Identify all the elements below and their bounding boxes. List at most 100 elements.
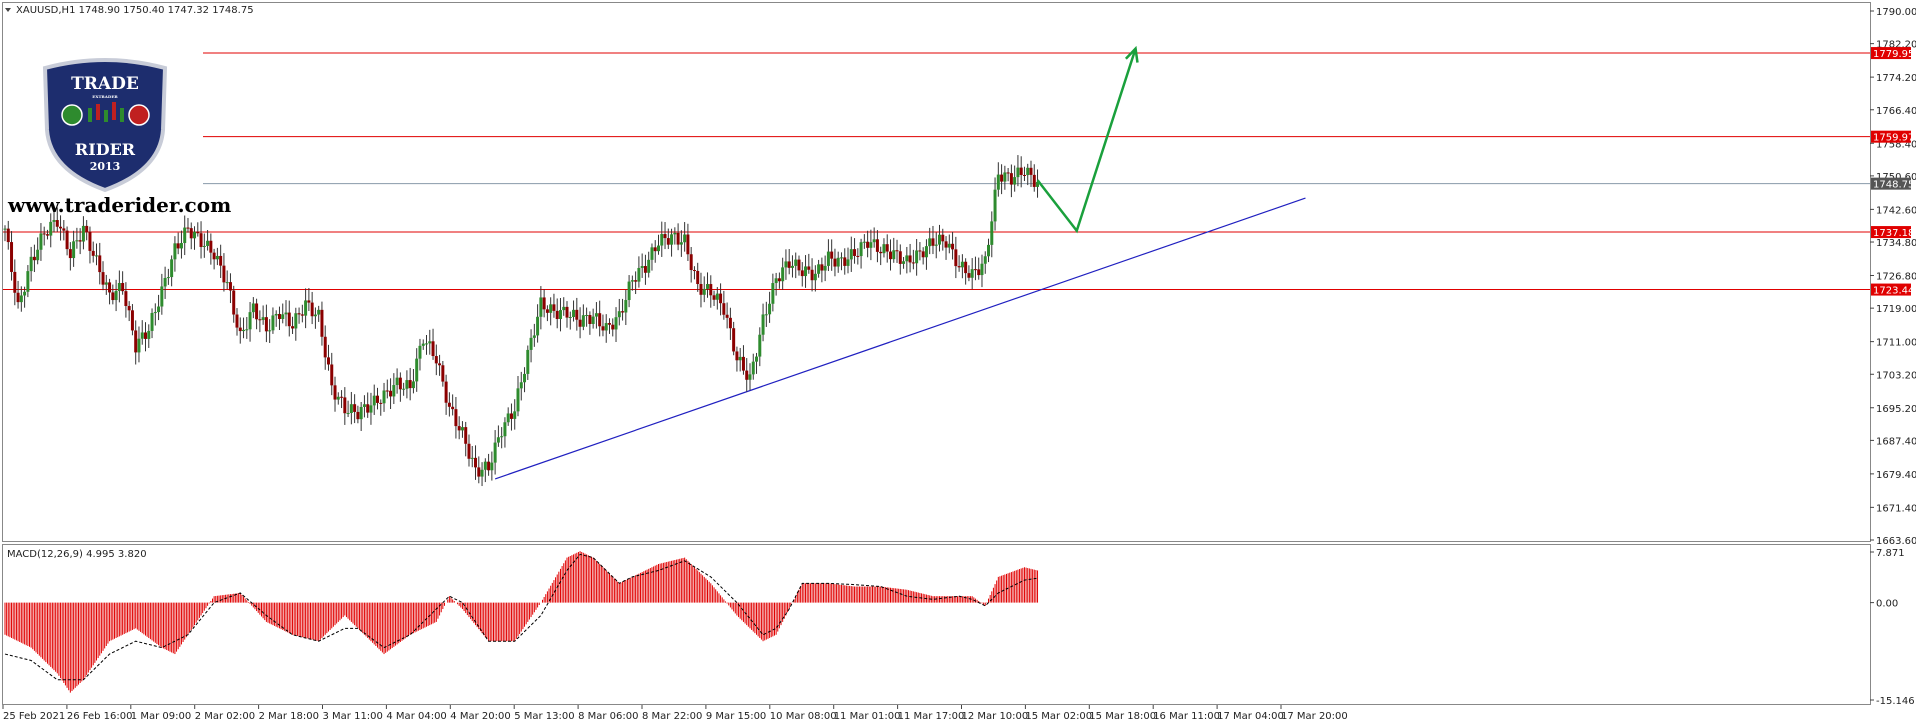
candle-body: [219, 255, 223, 266]
candle-body: [464, 427, 468, 444]
candle-body: [715, 293, 719, 300]
price-tick-label: 1774.20: [1876, 73, 1916, 84]
time-tick-label: 15 Mar 18:00: [1089, 711, 1156, 722]
candle-body: [336, 396, 340, 400]
candle-body: [856, 255, 860, 257]
candle-body: [947, 243, 951, 248]
candle-body: [601, 326, 605, 331]
price-tick-label: 1734.80: [1876, 238, 1916, 249]
candle-body: [751, 361, 755, 375]
candle-body: [104, 282, 108, 285]
time-tick-label: 8 Mar 06:00: [578, 711, 638, 722]
candle-body: [1036, 181, 1040, 187]
candle-body: [72, 241, 76, 259]
candle-body: [212, 252, 216, 260]
price-tick-label: 1766.40: [1876, 106, 1916, 117]
macd-tick-label: -15.146: [1876, 696, 1915, 707]
candle-body: [26, 271, 30, 292]
candle-body: [928, 238, 932, 247]
candle-body: [36, 249, 40, 261]
candle-body: [405, 380, 409, 389]
candle-body: [875, 239, 879, 252]
price-tick-label: 1663.60: [1876, 536, 1916, 547]
candle-body: [261, 317, 265, 321]
candle-body: [725, 314, 729, 318]
candle-body: [268, 330, 272, 332]
candle-body: [869, 242, 873, 248]
candle-body: [516, 388, 520, 412]
trendline: [494, 197, 1306, 480]
candle-body: [10, 242, 14, 272]
chart-menu-triangle-icon[interactable]: [5, 8, 11, 12]
price-tick-label: 1750.60: [1876, 172, 1916, 183]
candle-body: [287, 312, 291, 327]
candle-body: [444, 381, 448, 403]
candle-body: [699, 284, 703, 295]
candle-body: [166, 277, 170, 279]
candle-body: [238, 327, 242, 332]
candle-body: [196, 231, 200, 234]
candle-body: [6, 228, 10, 243]
candle-body: [794, 259, 798, 266]
candle-body: [692, 270, 696, 272]
candle-body: [738, 356, 742, 361]
candle-body: [938, 234, 942, 245]
candle-body: [176, 243, 180, 249]
candle-body: [941, 234, 945, 242]
candle-body: [967, 273, 971, 278]
candle-body: [160, 286, 164, 307]
level-price-badge: [1871, 47, 1911, 60]
candle-body: [385, 390, 389, 392]
candle-body: [764, 314, 768, 316]
candle-body: [62, 228, 66, 231]
candle-body: [585, 315, 589, 317]
candle-body: [689, 254, 693, 271]
candle-body: [800, 270, 804, 277]
candle-body: [996, 174, 1000, 190]
candle-body: [924, 246, 928, 258]
candle-body: [493, 442, 497, 463]
candle-body: [153, 312, 157, 314]
candle-body: [741, 356, 745, 371]
candle-body: [781, 267, 785, 282]
candle-body: [506, 413, 510, 423]
price-tick-label: 1782.20: [1876, 40, 1916, 51]
candle-body: [108, 282, 112, 293]
candle-body: [1016, 167, 1020, 178]
candle-body: [722, 303, 726, 315]
candle-body: [908, 255, 912, 263]
level-price-badge: [1871, 226, 1911, 239]
candle-body: [774, 278, 778, 284]
candle-body: [284, 312, 288, 315]
candle-body: [934, 244, 938, 246]
website-text: www.traderider.com: [7, 193, 231, 217]
candle-body: [866, 241, 870, 248]
candle-body: [542, 297, 546, 310]
candle-body: [189, 228, 193, 239]
candle-body: [111, 292, 115, 301]
candle-body: [846, 259, 850, 266]
level-price-text: 1759.97: [1873, 133, 1914, 144]
candle-body: [604, 323, 608, 331]
time-tick-label: 17 Mar 04:00: [1217, 711, 1284, 722]
candle-body: [398, 377, 402, 390]
candle-body: [307, 300, 311, 303]
candle-body: [235, 314, 239, 328]
candle-body: [454, 409, 458, 427]
candle-body: [202, 245, 206, 247]
candle-body: [993, 189, 997, 222]
candle-body: [519, 382, 523, 389]
candle-body: [173, 243, 177, 260]
candle-body: [124, 291, 128, 306]
candle-body: [607, 323, 611, 325]
candle-body: [862, 241, 866, 243]
candle-body: [130, 310, 134, 331]
candle-body: [558, 310, 562, 320]
candle-body: [65, 230, 69, 250]
logo-year-text: 2013: [90, 160, 121, 173]
candle-body: [356, 411, 360, 420]
candle-body: [964, 261, 968, 274]
candle-body: [790, 265, 794, 268]
candle-body: [853, 249, 857, 256]
